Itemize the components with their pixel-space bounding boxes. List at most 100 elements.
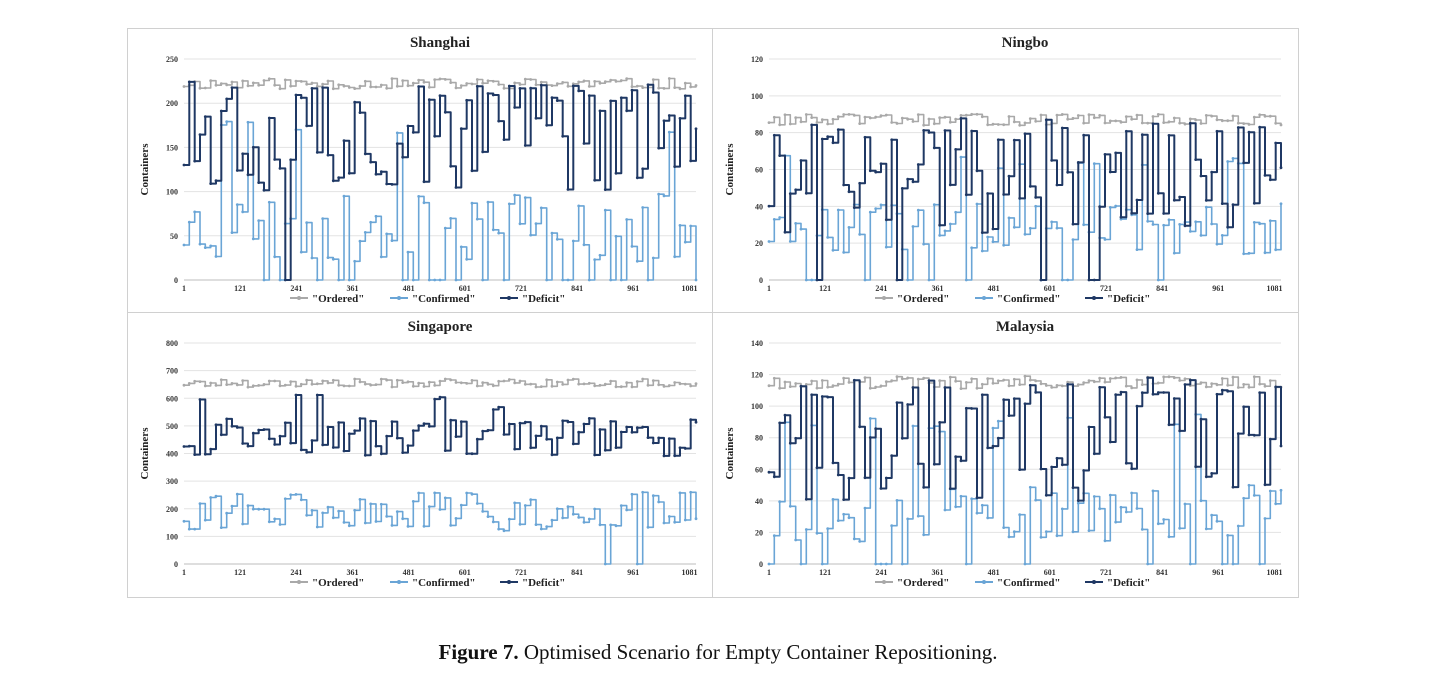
data-point	[1108, 206, 1112, 209]
data-point	[1071, 222, 1075, 226]
data-point	[863, 115, 867, 119]
data-point	[481, 81, 485, 85]
data-point	[529, 233, 533, 237]
data-point	[561, 419, 565, 423]
data-point	[1087, 113, 1091, 117]
data-point	[943, 115, 947, 119]
data-point	[1151, 223, 1155, 226]
data-point	[347, 384, 351, 388]
data-point	[406, 444, 410, 447]
data-point	[347, 171, 351, 175]
data-point	[497, 119, 501, 123]
data-point	[374, 520, 378, 523]
legend-marker	[1092, 296, 1096, 300]
data-point	[395, 510, 399, 513]
data-point	[1199, 499, 1203, 503]
data-point	[852, 206, 856, 210]
y-tick-label: 100	[751, 92, 763, 101]
data-point	[788, 240, 792, 243]
data-point	[831, 117, 835, 121]
data-point	[294, 493, 298, 496]
data-point	[379, 170, 383, 174]
data-point	[342, 384, 346, 388]
data-point	[1044, 530, 1048, 533]
data-point	[678, 446, 682, 450]
data-point	[486, 428, 490, 432]
data-point	[273, 443, 277, 446]
data-point	[502, 278, 506, 282]
data-point	[635, 380, 639, 383]
data-point	[545, 437, 549, 441]
data-point	[561, 278, 565, 282]
data-point	[1066, 170, 1070, 174]
data-point	[826, 385, 830, 389]
data-point	[305, 513, 309, 517]
data-point	[1220, 388, 1224, 392]
data-point	[799, 562, 803, 566]
data-point	[513, 381, 517, 385]
data-point	[927, 379, 931, 382]
data-point	[916, 208, 920, 212]
data-point	[363, 231, 367, 234]
data-point	[257, 507, 261, 511]
data-point	[1167, 134, 1171, 137]
series-line-confirmed	[769, 413, 1282, 565]
data-point	[996, 379, 1000, 383]
data-point	[459, 127, 463, 131]
data-point	[593, 258, 597, 261]
data-point	[337, 83, 341, 87]
x-tick-label: 481	[403, 568, 415, 577]
y-tick-label: 60	[755, 166, 763, 175]
data-point	[1258, 113, 1262, 117]
data-point	[1023, 562, 1027, 566]
data-point	[219, 82, 223, 85]
data-point	[353, 508, 357, 512]
data-point	[635, 426, 639, 430]
data-point	[406, 124, 410, 128]
series-line-confirmed	[184, 120, 697, 281]
data-point	[1018, 383, 1022, 386]
y-tick-label: 800	[166, 339, 178, 348]
data-point	[986, 235, 990, 239]
data-point	[1146, 376, 1150, 380]
x-tick-label: 121	[819, 284, 831, 293]
data-point	[1268, 379, 1272, 382]
data-point	[203, 518, 207, 522]
data-point	[353, 100, 357, 104]
x-tick-label: 841	[571, 568, 583, 577]
data-point	[438, 94, 442, 98]
data-point	[230, 382, 234, 385]
data-point	[788, 192, 792, 196]
data-point	[246, 120, 250, 124]
data-point	[1012, 225, 1016, 229]
data-point	[1146, 219, 1150, 223]
y-tick-label: 120	[751, 55, 763, 64]
data-point	[310, 81, 314, 85]
data-point	[831, 248, 835, 252]
data-point	[491, 520, 495, 524]
data-point	[257, 384, 261, 387]
data-point	[922, 486, 926, 489]
data-point	[390, 183, 394, 186]
data-point	[449, 418, 453, 422]
data-point	[641, 206, 645, 209]
data-point	[390, 420, 394, 423]
data-point	[577, 80, 581, 84]
data-point	[641, 490, 645, 494]
data-point	[1274, 141, 1278, 145]
data-point	[1012, 397, 1016, 400]
data-point	[518, 83, 522, 86]
data-point	[662, 385, 666, 388]
data-point	[810, 379, 814, 383]
data-point	[1178, 429, 1182, 433]
data-point	[1055, 226, 1059, 230]
data-point	[959, 114, 963, 117]
data-point	[678, 117, 682, 120]
data-point	[683, 81, 687, 85]
data-point	[529, 78, 533, 81]
data-point	[225, 417, 229, 421]
data-point	[470, 452, 474, 456]
data-point	[198, 86, 202, 90]
data-point	[662, 454, 666, 458]
data-point	[868, 169, 872, 173]
